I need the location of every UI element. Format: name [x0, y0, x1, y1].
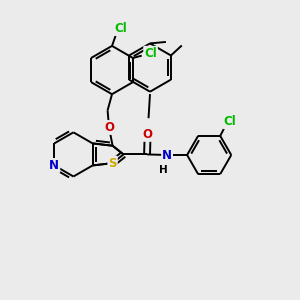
- Text: S: S: [108, 157, 117, 169]
- Text: Cl: Cl: [144, 47, 157, 60]
- Text: O: O: [104, 121, 114, 134]
- Text: Cl: Cl: [115, 22, 127, 35]
- Text: O: O: [142, 128, 153, 141]
- Text: Cl: Cl: [224, 115, 237, 128]
- Text: N: N: [162, 148, 172, 161]
- Text: H: H: [159, 165, 168, 175]
- Text: N: N: [49, 159, 59, 172]
